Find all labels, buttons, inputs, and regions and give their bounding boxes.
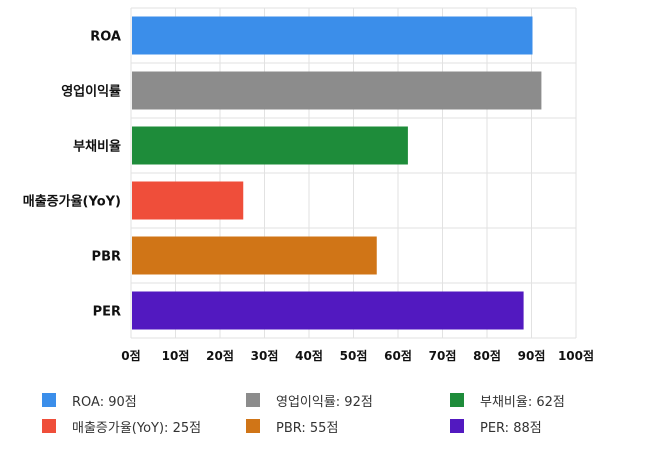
x-axis-ticks: 0점 10점 20점 30점 40점 50점 60점 70점 80점 90점 100점 [121,348,594,363]
grid [130,7,577,339]
bar [132,126,408,165]
legend-item-operating-margin[interactable]: 영업이익률: 92점 [246,390,373,410]
legend-swatch [450,419,464,433]
x-tick-label: 0점 [121,348,140,363]
category-label: PER [93,305,121,320]
legend-swatch [450,393,464,407]
legend-item-per[interactable]: PER: 88점 [450,416,542,436]
legend-item-pbr[interactable]: PBR: 55점 [246,416,338,436]
legend-label: 부채비율: 62점 [480,394,565,410]
legend-item-debt-ratio[interactable]: 부채비율: 62점 [450,390,565,410]
x-tick-label: 20점 [206,348,234,363]
legend-label: PBR: 55점 [276,420,339,436]
legend-label: PER: 88점 [480,420,542,436]
legend-item-sales-growth[interactable]: 매출증가율(YoY): 25점 [42,416,201,436]
legend-label: 매출증가율(YoY): 25점 [72,420,202,436]
bars [132,16,542,330]
legend-swatch [42,419,56,433]
x-tick-label: 40점 [295,348,323,363]
legend-swatch [42,393,56,407]
legend-item-roa[interactable]: ROA: 90점 [42,390,137,410]
legend-label: 영업이익률: 92점 [276,394,373,410]
bar [132,181,244,220]
category-label: 매출증가율(YoY) [23,194,121,210]
x-tick-label: 100점 [558,348,594,363]
x-tick-label: 30점 [251,348,279,363]
x-tick-label: 70점 [429,348,457,363]
x-tick-label: 10점 [162,348,190,363]
legend-swatch [246,419,260,433]
x-tick-label: 80점 [473,348,501,363]
bar [132,16,533,55]
category-label: 부채비율 [73,139,121,155]
legend: ROA: 90점 영업이익률: 92점 부채비율: 62점 매출증가율(YoY)… [42,390,642,440]
bar [132,291,524,330]
bar [132,236,377,275]
bar [132,71,542,110]
category-label: 영업이익률 [61,84,121,100]
category-label: PBR [92,250,121,265]
category-label: ROA [90,30,121,45]
legend-label: ROA: 90점 [72,394,137,410]
x-tick-label: 60점 [384,348,412,363]
x-tick-label: 50점 [340,348,368,363]
x-tick-label: 90점 [518,348,546,363]
legend-swatch [246,393,260,407]
